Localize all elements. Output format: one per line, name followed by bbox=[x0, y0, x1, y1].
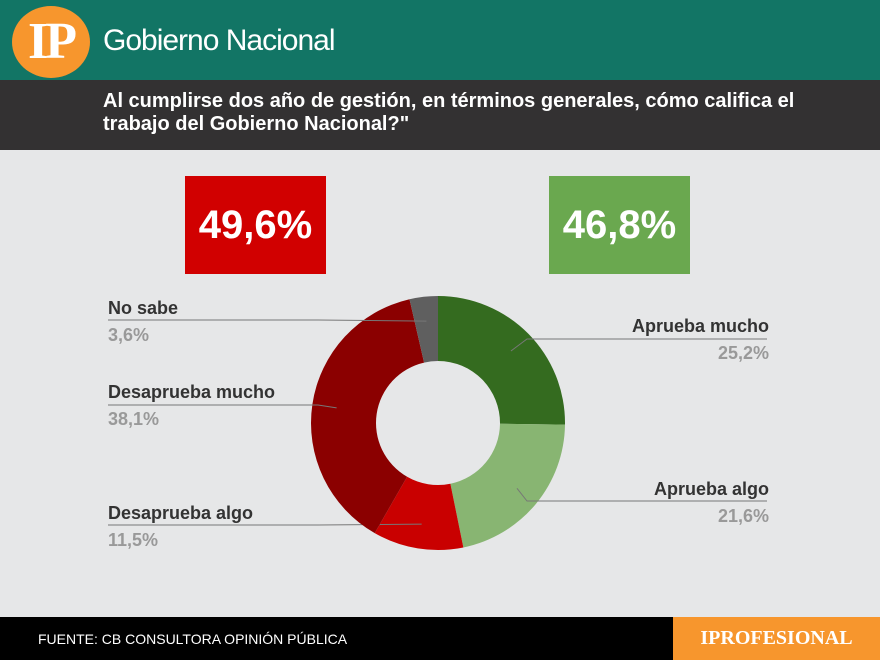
header-bar bbox=[0, 0, 880, 80]
approve-total: 46,8% bbox=[549, 176, 690, 274]
slice-desaprueba-algo bbox=[374, 476, 464, 550]
question-text: Al cumplirse dos año de gestión, en térm… bbox=[103, 90, 795, 135]
question-bar bbox=[0, 80, 880, 150]
slice-no-sabe bbox=[409, 296, 438, 363]
leader-line-no-sabe bbox=[108, 319, 427, 322]
leader-line-aprueba-algo bbox=[516, 488, 767, 502]
leader-line-desaprueba-algo bbox=[108, 523, 422, 526]
label-aprueba-algo: Aprueba algo bbox=[653, 479, 769, 499]
page-title: Gobierno Nacional bbox=[103, 24, 335, 57]
label-desaprueba-algo: Desaprueba algo bbox=[108, 503, 254, 523]
leader-line-desaprueba-mucho bbox=[108, 404, 337, 409]
disapprove-total: 49,6% bbox=[185, 176, 326, 274]
label-aprueba-mucho: Aprueba mucho bbox=[631, 316, 769, 336]
slice-aprueba-algo bbox=[450, 423, 565, 548]
leader-line-aprueba-mucho bbox=[510, 338, 767, 352]
label-no-sabe: No sabe bbox=[108, 298, 179, 318]
value-desaprueba-mucho: 38,1% bbox=[108, 409, 160, 429]
source-text: FUENTE: CB CONSULTORA OPINIÓN PÚBLICA bbox=[38, 631, 348, 647]
value-no-sabe: 3,6% bbox=[108, 325, 150, 345]
ip-logo: IP bbox=[12, 6, 90, 78]
value-aprueba-algo: 21,6% bbox=[717, 506, 769, 526]
label-desaprueba-mucho: Desaprueba mucho bbox=[108, 382, 276, 402]
brand-logo: IPROFESIONAL bbox=[673, 617, 880, 660]
slice-desaprueba-mucho bbox=[311, 299, 425, 534]
value-desaprueba-algo: 11,5% bbox=[108, 530, 159, 550]
slice-aprueba-mucho bbox=[438, 296, 565, 425]
value-aprueba-mucho: 25,2% bbox=[717, 343, 769, 363]
